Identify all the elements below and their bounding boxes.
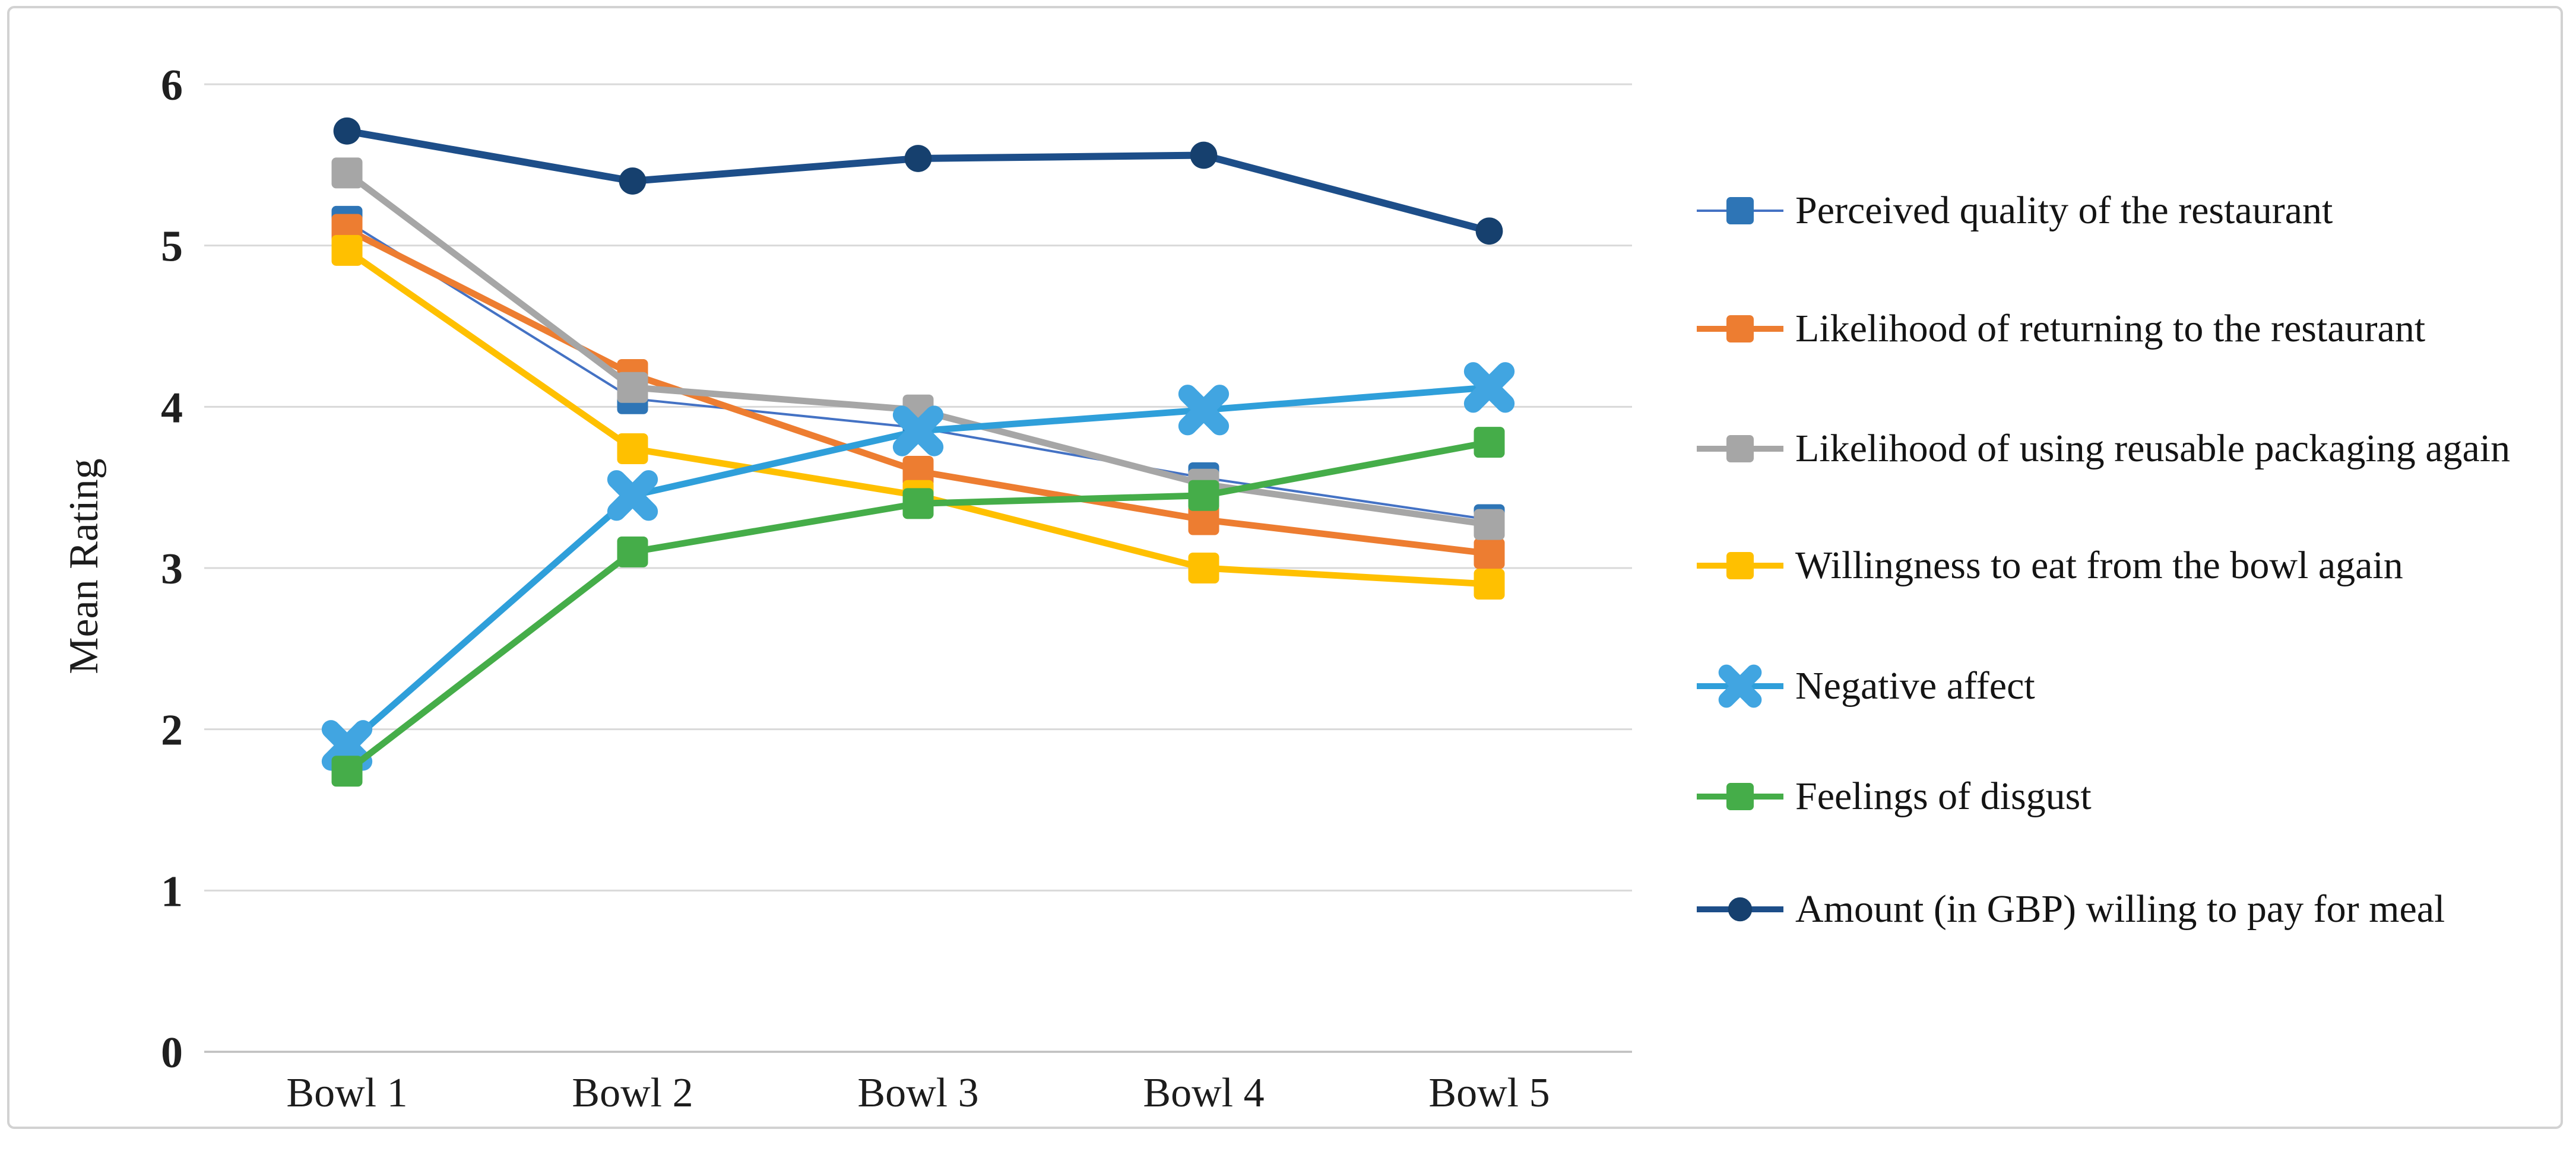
x-marker-icon [902, 415, 934, 447]
legend-item-label: Amount (in GBP) willing to pay for meal [1795, 886, 2526, 933]
square-marker-icon [1726, 315, 1754, 342]
x-marker-icon [1474, 372, 1506, 404]
legend-item: Perceived quality of the restaurant [1696, 187, 2526, 234]
square-marker-icon [1189, 480, 1219, 511]
square-marker-icon [617, 537, 648, 567]
circle-marker-icon [1476, 217, 1503, 245]
y-tick-label: 1 [161, 867, 183, 916]
axis-tick-labels: 0 1 2 3 4 5 6 Bowl 1 Bowl 2 Bowl 3 Bowl 4 Bowl 5 [161, 61, 1550, 1116]
legend-marker-icon [1696, 886, 1785, 933]
circle-marker-icon [334, 118, 361, 145]
square-marker-icon [1726, 197, 1754, 224]
y-tick-label: 4 [161, 383, 183, 432]
y-axis-title: Mean Rating [61, 458, 107, 674]
circle-marker-icon [1728, 897, 1752, 921]
legend-item: Amount (in GBP) willing to pay for meal [1696, 886, 2526, 933]
circle-marker-icon [905, 145, 932, 172]
square-marker-icon [1474, 509, 1505, 540]
square-marker-icon [903, 488, 934, 519]
x-marker-icon [1726, 673, 1754, 700]
square-marker-icon [1474, 569, 1505, 599]
legend-item-label: Likelihood of returning to the restauran… [1795, 305, 2526, 353]
series-5 [331, 372, 1506, 762]
legend-marker-icon [1696, 542, 1785, 589]
legend-item: Likelihood of returning to the restauran… [1696, 305, 2526, 353]
line-chart: 0 1 2 3 4 5 6 Bowl 1 Bowl 2 Bowl 3 Bowl 4 Bowl 5 Me… [9, 8, 1719, 1161]
square-marker-icon [1474, 427, 1505, 458]
x-axis-label: Bowl 3 [857, 1070, 978, 1116]
x-axis-label: Bowl 5 [1428, 1070, 1550, 1116]
legend-item-label: Negative affect [1795, 662, 2526, 710]
legend-marker-icon [1696, 305, 1785, 353]
legend-item: Likelihood of using reusable packaging a… [1696, 425, 2526, 472]
legend-marker-icon [1696, 662, 1785, 710]
series-7 [334, 118, 1503, 245]
y-tick-label: 6 [161, 61, 183, 110]
square-marker-icon [332, 235, 363, 266]
y-tick-label: 2 [161, 706, 183, 755]
square-marker-icon [1726, 552, 1754, 579]
legend-item-label: Likelihood of using reusable packaging a… [1795, 425, 2526, 472]
legend-item: Willingness to eat from the bowl again [1696, 542, 2526, 589]
x-marker-icon [617, 480, 649, 512]
square-marker-icon [332, 756, 363, 786]
y-tick-label: 5 [161, 223, 183, 271]
y-tick-label: 0 [161, 1029, 183, 1077]
square-marker-icon [1189, 553, 1219, 583]
square-marker-icon [617, 372, 648, 403]
square-marker-icon [1474, 538, 1505, 569]
x-marker-icon [1188, 394, 1220, 426]
legend-item: Feelings of disgust [1696, 773, 2526, 820]
legend-marker-icon [1696, 187, 1785, 234]
legend: Perceived quality of the restaurant Likel… [1696, 8, 2568, 1127]
square-marker-icon [1726, 783, 1754, 810]
legend-marker-icon [1696, 425, 1785, 472]
legend-marker-icon [1696, 773, 1785, 820]
figure-frame: 0 1 2 3 4 5 6 Bowl 1 Bowl 2 Bowl 3 Bowl 4 Bowl 5 Me… [7, 6, 2563, 1129]
x-axis-label: Bowl 2 [572, 1070, 693, 1116]
chart-series [331, 118, 1506, 786]
square-marker-icon [1726, 435, 1754, 462]
circle-marker-icon [1190, 142, 1218, 169]
square-marker-icon [332, 157, 363, 188]
y-tick-label: 3 [161, 545, 183, 594]
square-marker-icon [617, 433, 648, 464]
circle-marker-icon [619, 167, 647, 195]
x-axis-label: Bowl 1 [286, 1070, 407, 1116]
legend-item-label: Willingness to eat from the bowl again [1795, 542, 2526, 589]
legend-item: Negative affect [1696, 662, 2526, 710]
legend-item-label: Perceived quality of the restaurant [1795, 187, 2526, 234]
x-axis-label: Bowl 4 [1143, 1070, 1264, 1116]
legend-item-label: Feelings of disgust [1795, 773, 2526, 820]
